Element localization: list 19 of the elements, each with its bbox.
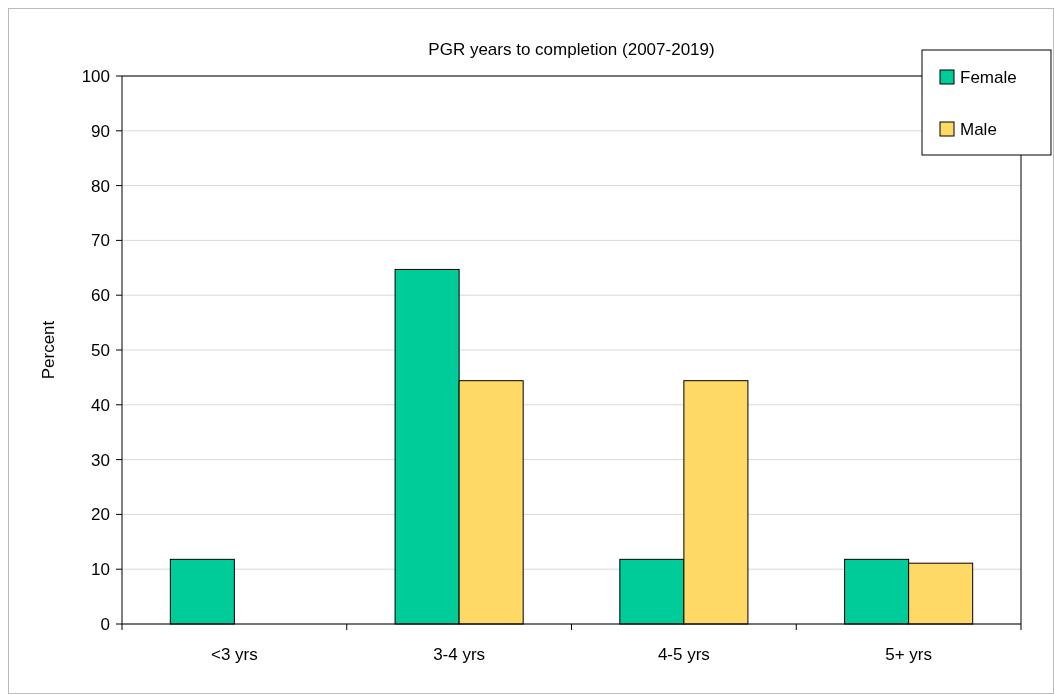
x-tick-label: 3-4 yrs [433,645,486,664]
y-tick-label: 70 [91,231,110,251]
chart-title: PGR years to completion (2007-2019) [428,40,715,59]
y-tick-label: 20 [91,505,110,525]
legend-label: Female [960,67,1017,87]
y-tick-label: 90 [91,121,110,141]
y-tick-label: 0 [100,614,110,634]
y-axis-title: Percent [39,320,58,380]
y-tick-label: 40 [91,395,110,415]
y-tick-label: 50 [91,340,110,360]
legend-label: Male [960,119,997,139]
x-tick-label: <3 yrs [210,645,258,664]
y-tick-label: 30 [91,450,110,470]
x-tick-label: 5+ yrs [885,645,933,664]
y-tick-label: 80 [91,176,110,196]
y-tick-label: 100 [81,66,110,86]
y-tick-label: 10 [91,560,110,580]
y-tick-label: 60 [91,286,110,306]
x-tick-label: 4-5 yrs [657,645,710,664]
